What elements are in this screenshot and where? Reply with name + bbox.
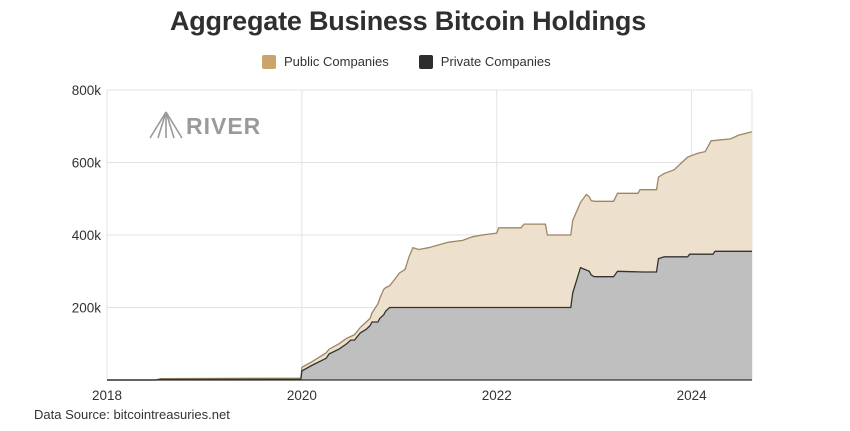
logo-ray <box>165 111 183 139</box>
y-tick-label: 200k <box>72 301 102 316</box>
area-private-companies <box>107 251 752 380</box>
x-tick-label: 2024 <box>677 388 708 403</box>
x-tick-label: 2018 <box>92 388 122 403</box>
axes: 200k 400k 600k 800k 2018 2020 2022 2024 <box>72 83 752 403</box>
y-tick-label: 600k <box>72 156 102 171</box>
watermark: RIVER <box>149 111 261 139</box>
line-private-companies <box>107 250 752 381</box>
y-tick-label: 400k <box>72 228 102 243</box>
legend-swatch-public <box>262 54 276 69</box>
line-public-companies <box>107 131 753 381</box>
watermark-text: RIVER <box>186 113 261 139</box>
river-logo-icon <box>149 111 183 139</box>
logo-ray <box>157 111 167 139</box>
legend-label-public: Public Companies <box>284 54 389 69</box>
legend-swatch-private <box>418 54 433 69</box>
x-tick-label: 2022 <box>482 388 512 403</box>
x-tick-label: 2020 <box>287 388 317 403</box>
chart-title: Aggregate Business Bitcoin Holdings <box>169 6 647 36</box>
series-areas <box>107 131 753 381</box>
legend-item-private[interactable]: Private Companies <box>418 54 551 69</box>
y-tick-label: 800k <box>72 83 102 98</box>
logo-ray <box>165 111 175 139</box>
logo-ray <box>149 111 167 139</box>
legend: Public Companies Private Companies <box>262 54 581 69</box>
legend-label-private: Private Companies <box>440 54 551 69</box>
data-source: Data Source: bitcointreasuries.net <box>34 407 230 422</box>
legend-item-public[interactable]: Public Companies <box>262 54 389 69</box>
